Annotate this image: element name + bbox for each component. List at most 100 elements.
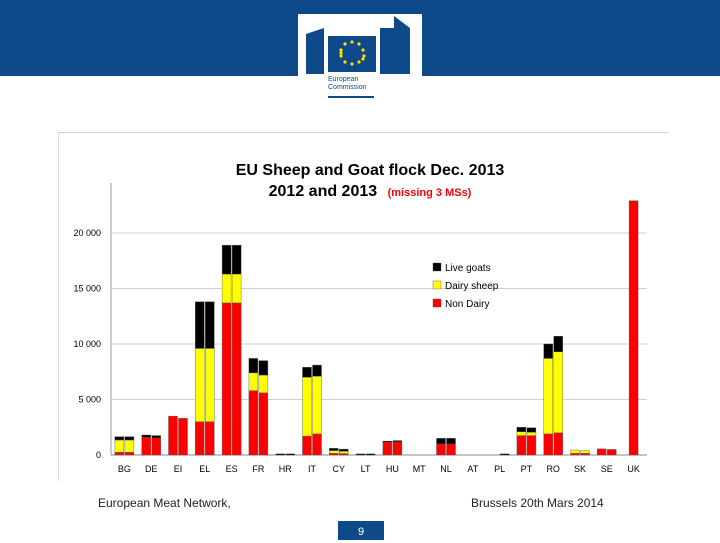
bar-segment <box>597 448 607 456</box>
bar-segment <box>302 435 312 456</box>
bar-segment <box>580 450 590 454</box>
bar-segment <box>258 392 269 456</box>
x-tick-label: CY <box>333 464 346 474</box>
bar-segment <box>329 448 339 451</box>
legend-swatch <box>432 262 442 272</box>
chart-title-line2: 2012 and 2013 (missing 3 MSs) <box>269 183 472 200</box>
y-tick-label: 15 000 <box>73 283 101 293</box>
chart-title-line1: EU Sheep and Goat flock Dec. 2013 <box>236 162 505 179</box>
x-tick-label: HR <box>279 464 292 474</box>
flock-bar-chart: EU Sheep and Goat flock Dec. 2013 2012 a… <box>73 162 647 474</box>
x-tick-label: PL <box>494 464 505 474</box>
bar-segment <box>446 443 456 456</box>
x-tick-label: SE <box>601 464 613 474</box>
legend-swatch <box>432 298 442 308</box>
x-tick-label: FR <box>252 464 264 474</box>
bar-segment <box>221 273 232 304</box>
bar-segment <box>195 301 205 349</box>
bar-segment <box>275 453 285 456</box>
bar-segment <box>124 452 135 456</box>
bar-segment <box>628 200 639 456</box>
bar-segment <box>355 453 366 456</box>
bar-segment <box>248 358 259 374</box>
european-commission-logo <box>298 14 422 100</box>
bar-segment <box>329 450 339 454</box>
x-tick-label: BG <box>118 464 131 474</box>
bar-segment <box>553 351 563 433</box>
bar-segment <box>436 438 446 445</box>
legend-label: Live goats <box>445 263 491 274</box>
bar-segment <box>258 360 269 376</box>
bar-segment <box>312 433 322 456</box>
bar-segment <box>526 427 537 433</box>
bar-segment <box>258 374 269 394</box>
bar-segment <box>114 436 125 441</box>
x-tick-label: IT <box>308 464 317 474</box>
bar-segment <box>221 244 232 275</box>
bar-segment <box>302 377 312 437</box>
bar-segment <box>526 432 537 436</box>
bar-segment <box>205 348 215 422</box>
y-tick-label: 20 000 <box>73 228 101 238</box>
bar-segment <box>339 453 349 456</box>
x-tick-label: RO <box>546 464 560 474</box>
chart-title-years: 2012 and 2013 <box>269 183 378 200</box>
bar-segment <box>446 438 456 445</box>
y-tick-label: 5 000 <box>78 394 101 404</box>
bar-segment <box>195 348 205 422</box>
bar-segment <box>382 442 393 456</box>
x-tick-label: MT <box>413 464 426 474</box>
bar-segment <box>312 364 322 377</box>
bar-segment <box>570 453 580 456</box>
bar-segment <box>231 244 242 275</box>
bar-segment <box>231 302 242 456</box>
bar-segment <box>329 453 339 456</box>
bar-segment <box>339 451 349 454</box>
bar-segment <box>516 435 527 456</box>
bar-segment <box>339 448 349 452</box>
commission-building-icon <box>306 16 410 98</box>
bar-segment <box>195 421 205 456</box>
bar-segment <box>141 437 151 456</box>
x-tick-label: AT <box>467 464 478 474</box>
x-tick-label: UK <box>627 464 640 474</box>
legend-swatch <box>432 280 442 290</box>
x-tick-label: HU <box>386 464 399 474</box>
x-tick-label: EI <box>174 464 183 474</box>
bar-segment <box>248 390 259 456</box>
bar-segment <box>151 437 161 456</box>
bar-segment <box>516 431 527 436</box>
bar-segment <box>285 453 295 456</box>
legend-label: Dairy sheep <box>445 281 499 292</box>
bar-segment <box>124 436 135 441</box>
x-tick-label: LT <box>361 464 371 474</box>
bar-segment <box>607 449 617 456</box>
footer-right-text: Brussels 20th Mars 2014 <box>471 496 604 510</box>
bar-segment <box>231 273 242 304</box>
bar-segment <box>141 434 151 438</box>
bar-segment <box>168 415 178 456</box>
eu-stars-icon <box>339 40 366 66</box>
bar-segment <box>580 453 590 456</box>
logo-line2: Commission <box>328 84 367 91</box>
page-number: 9 <box>338 521 384 540</box>
bar-segment <box>553 432 563 456</box>
chart-frame: EU Sheep and Goat flock Dec. 2013 2012 a… <box>58 132 669 481</box>
bar-segment <box>205 421 215 456</box>
bar-segment <box>436 443 446 456</box>
bar-segment <box>382 440 393 443</box>
bar-segment <box>526 435 537 456</box>
bar-segment <box>302 367 312 378</box>
x-tick-label: PT <box>521 464 533 474</box>
x-tick-label: EL <box>199 464 210 474</box>
bar-segment <box>151 435 161 438</box>
logo-line1: European <box>328 76 359 83</box>
bar-segment <box>392 440 403 442</box>
footer-left-text: European Meat Network, <box>98 496 231 510</box>
bar-segment <box>178 418 188 456</box>
logo-text: European Commission <box>328 76 367 92</box>
bar-segment <box>543 433 553 456</box>
bar-segment <box>114 439 125 453</box>
x-tick-label: ES <box>226 464 238 474</box>
bar-segment <box>570 449 580 454</box>
